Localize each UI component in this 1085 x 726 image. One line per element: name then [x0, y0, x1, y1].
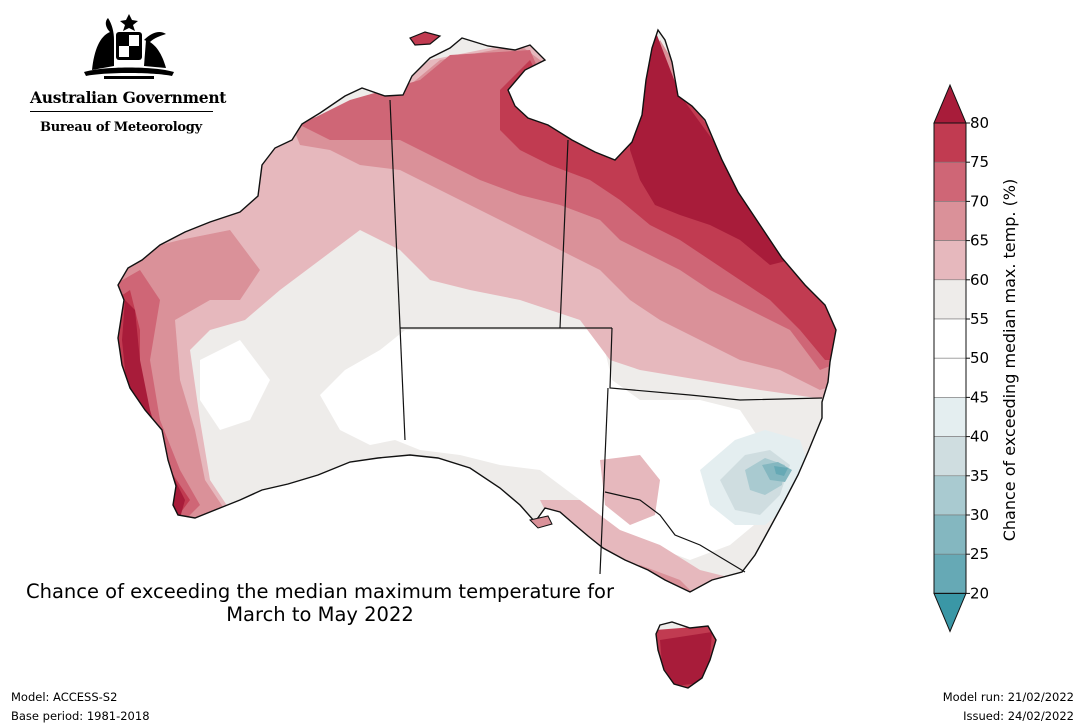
issued-date: Issued: 24/02/2022	[963, 709, 1074, 723]
map-title-line1: Chance of exceeding the median maximum t…	[25, 580, 615, 603]
map-title-line2: March to May 2022	[226, 603, 414, 626]
coat-of-arms-icon	[84, 14, 174, 79]
base-period: Base period: 1981-2018	[11, 709, 150, 723]
state-borders	[389, 99, 823, 575]
model-run-date: Model run: 21/02/2022	[942, 690, 1074, 704]
org-name: Australian Government	[30, 88, 227, 107]
government-logo: Australian Government Bureau of Meteorol…	[22, 10, 226, 140]
map-title: Chance of exceeding the median maximum t…	[0, 580, 640, 626]
model-name: Model: ACCESS-S2	[11, 690, 118, 704]
logo-divider	[30, 111, 213, 112]
agency-name: Bureau of Meteorology	[40, 120, 202, 135]
